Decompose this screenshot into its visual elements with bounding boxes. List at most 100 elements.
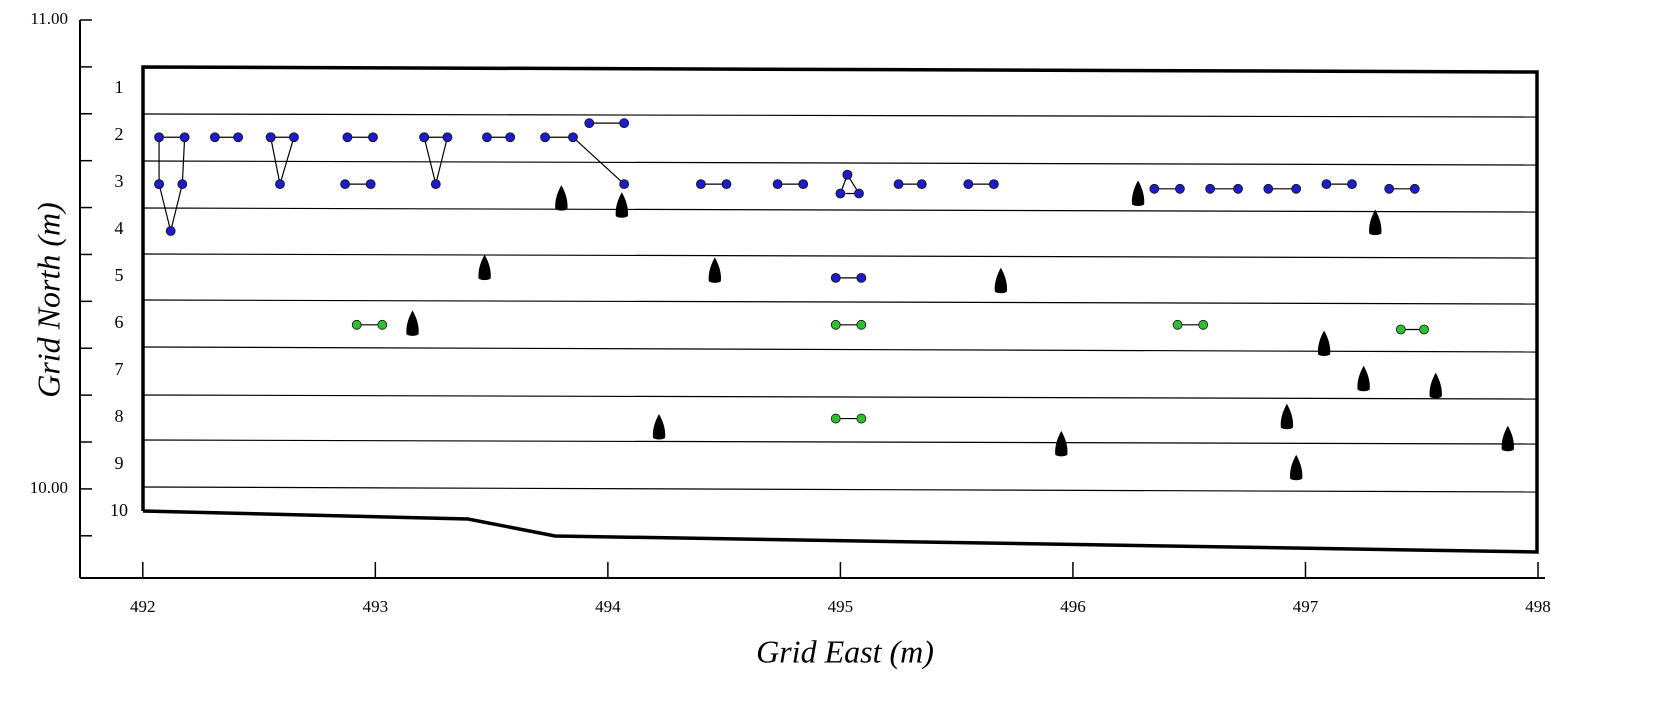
refit-point bbox=[854, 188, 864, 199]
x-tick-label: 495 bbox=[828, 597, 854, 616]
artifact bbox=[1501, 425, 1514, 452]
refit-point bbox=[1321, 179, 1332, 190]
artifact bbox=[1055, 430, 1068, 457]
refit-point bbox=[342, 132, 353, 143]
refit-point bbox=[1409, 183, 1420, 194]
x-tick-label: 494 bbox=[595, 597, 621, 616]
refit-point bbox=[1384, 183, 1395, 194]
x-tick-label: 498 bbox=[1525, 597, 1551, 616]
refit-point bbox=[179, 132, 190, 143]
refit-point bbox=[430, 179, 441, 190]
artifact bbox=[1289, 454, 1303, 481]
refit-point bbox=[275, 179, 285, 190]
refit-point bbox=[798, 179, 809, 190]
refit-point bbox=[1291, 183, 1302, 194]
row-line bbox=[142, 299, 1538, 305]
refit-point bbox=[1198, 319, 1209, 330]
refit-point bbox=[856, 413, 867, 424]
refit-point bbox=[265, 132, 276, 143]
refit-point bbox=[1263, 183, 1274, 194]
artifact bbox=[1131, 180, 1145, 206]
refit-point bbox=[619, 179, 630, 190]
refit-point bbox=[988, 179, 999, 190]
refit-point bbox=[568, 132, 578, 143]
refit-point bbox=[442, 132, 453, 143]
refit-point bbox=[540, 132, 550, 143]
artifact bbox=[1429, 372, 1442, 399]
y-axis-title: Grid North (m) bbox=[30, 202, 66, 398]
refit-point bbox=[340, 179, 350, 190]
x-tick-label: 493 bbox=[363, 597, 389, 616]
refit-point bbox=[165, 226, 176, 236]
refit-point bbox=[1175, 183, 1185, 194]
row-label: 9 bbox=[115, 453, 124, 473]
row-line bbox=[142, 346, 1538, 353]
artifact bbox=[652, 414, 666, 440]
refit-point bbox=[856, 319, 867, 330]
refit-point bbox=[377, 319, 388, 330]
row-label: 3 bbox=[115, 171, 124, 191]
artifact bbox=[555, 185, 568, 211]
refit-point bbox=[209, 132, 220, 143]
refit-line bbox=[545, 136, 625, 185]
refit-point bbox=[1347, 179, 1357, 190]
x-tick-label: 497 bbox=[1293, 597, 1319, 616]
refit-point bbox=[856, 272, 867, 283]
row-label: 8 bbox=[115, 406, 124, 426]
refit-point bbox=[482, 132, 492, 143]
refit-point bbox=[351, 319, 362, 330]
refit-point bbox=[154, 179, 164, 190]
refit-point bbox=[1149, 183, 1160, 194]
y-tick-label: 11.00 bbox=[30, 9, 68, 28]
refit-point bbox=[1419, 324, 1429, 335]
row-label: 4 bbox=[115, 218, 124, 238]
row-line bbox=[142, 439, 1538, 445]
unit-boundary bbox=[141, 65, 1539, 554]
artifact bbox=[406, 310, 419, 336]
refit-point bbox=[584, 118, 595, 129]
artifact bbox=[1280, 403, 1294, 430]
refit-point bbox=[963, 179, 974, 190]
row-label: 5 bbox=[115, 265, 124, 285]
refit-point bbox=[505, 132, 516, 143]
row-label: 1 bbox=[115, 77, 124, 97]
artifact bbox=[478, 254, 491, 281]
excavation-outline bbox=[141, 65, 1539, 554]
x-axis-title: Grid East (m) bbox=[756, 633, 934, 669]
refit-point bbox=[772, 179, 783, 190]
refit-line bbox=[839, 174, 861, 195]
refit-point bbox=[842, 169, 853, 180]
refit-point bbox=[721, 179, 732, 190]
row-label: 10 bbox=[110, 500, 128, 520]
refit-point bbox=[619, 118, 630, 129]
artifact bbox=[708, 257, 722, 283]
row-line bbox=[142, 486, 1538, 493]
artifact bbox=[615, 192, 629, 218]
refit-point bbox=[289, 132, 299, 143]
row-label: 6 bbox=[115, 312, 124, 332]
row-label: 2 bbox=[115, 124, 124, 144]
refit-point bbox=[365, 179, 376, 190]
x-tick-label: 492 bbox=[130, 597, 156, 616]
refit-point bbox=[368, 132, 378, 143]
y-tick-label: 10.00 bbox=[30, 478, 68, 497]
refit-line bbox=[158, 136, 186, 232]
refit-point bbox=[916, 179, 927, 190]
refit-point bbox=[233, 132, 244, 143]
artifact bbox=[1369, 209, 1382, 236]
artifact bbox=[1357, 365, 1370, 392]
refit-point bbox=[695, 179, 706, 190]
refit-point bbox=[419, 132, 430, 143]
artifact bbox=[994, 267, 1008, 294]
refit-point bbox=[1233, 183, 1243, 194]
refit-point bbox=[893, 179, 904, 190]
row-line bbox=[142, 253, 1538, 259]
refit-point bbox=[830, 272, 841, 283]
refit-point bbox=[1172, 319, 1183, 330]
refit-point bbox=[835, 188, 846, 199]
refit-point bbox=[1205, 183, 1216, 194]
refit-line bbox=[270, 136, 295, 185]
refit-point bbox=[830, 319, 841, 330]
refit-line bbox=[423, 136, 449, 185]
